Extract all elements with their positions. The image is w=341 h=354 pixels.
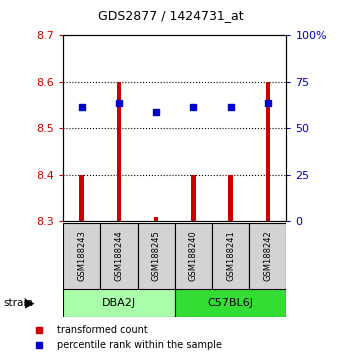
Bar	[154, 217, 158, 221]
Text: ▶: ▶	[25, 296, 35, 309]
Text: percentile rank within the sample: percentile rank within the sample	[57, 341, 222, 350]
Bar	[137, 223, 175, 289]
Bar	[249, 223, 286, 289]
Bar	[175, 289, 286, 317]
Text: GSM188242: GSM188242	[263, 230, 272, 281]
Text: DBA2J: DBA2J	[102, 298, 136, 308]
Bar	[228, 175, 233, 221]
Text: GSM188240: GSM188240	[189, 230, 198, 281]
Text: GDS2877 / 1424731_at: GDS2877 / 1424731_at	[98, 9, 243, 22]
Text: GSM188243: GSM188243	[77, 230, 86, 281]
Bar	[266, 82, 270, 221]
Bar	[191, 175, 196, 221]
Bar	[63, 223, 100, 289]
Text: C57BL6J: C57BL6J	[208, 298, 254, 308]
Text: strain: strain	[3, 298, 33, 308]
Bar	[175, 223, 212, 289]
Text: GSM188245: GSM188245	[152, 230, 161, 281]
Text: GSM188244: GSM188244	[115, 230, 123, 281]
Text: GSM188241: GSM188241	[226, 230, 235, 281]
Bar	[117, 82, 121, 221]
Bar	[212, 223, 249, 289]
Bar	[79, 175, 84, 221]
Bar	[100, 223, 137, 289]
Text: transformed count: transformed count	[57, 325, 148, 335]
Bar	[63, 289, 175, 317]
